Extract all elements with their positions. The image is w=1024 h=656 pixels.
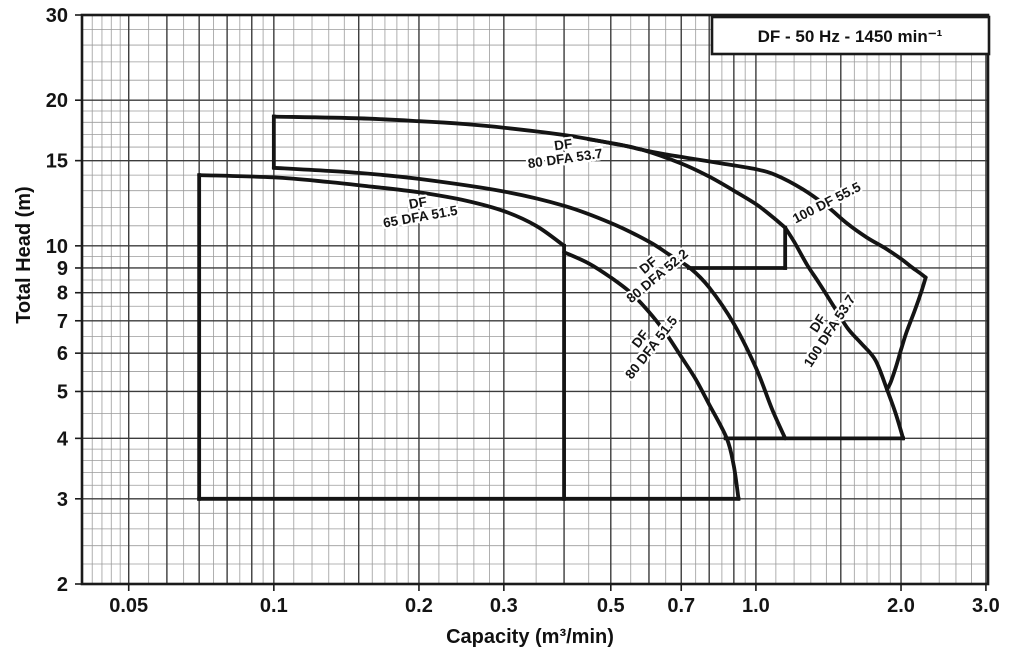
x-tick-label: 0.05 <box>109 595 148 617</box>
x-tick-label: 0.2 <box>405 595 433 617</box>
pump-curve-df-100-right-end-boundary <box>885 275 928 392</box>
y-tick-label: 30 <box>46 5 68 27</box>
plot-border <box>80 13 990 586</box>
legend-box: DF - 50 Hz - 1450 min⁻¹ <box>710 15 991 56</box>
y-tick-label: 3 <box>57 489 68 511</box>
y-tick-label: 2 <box>57 574 68 596</box>
y-tick-labels: 30 20 15 109 8 7 6 5 4 3 2 <box>46 5 69 596</box>
y-tick-label: 4 <box>57 428 69 450</box>
y-tick-label: 20 <box>46 90 68 112</box>
x-tick-label: 0.5 <box>597 595 625 617</box>
x-tick-label: 3.0 <box>972 595 1000 617</box>
legend-box-frame <box>710 15 991 56</box>
axis-tick-marks <box>75 14 987 591</box>
x-tick-label: 0.7 <box>667 595 695 617</box>
y-tick-label: 7 <box>57 311 68 333</box>
x-tick-label: 0.1 <box>260 595 288 617</box>
pump-curve-100-df-55-5-curve <box>586 137 928 280</box>
y-tick-label: 8 <box>57 283 68 305</box>
pump-curve-df-80-dfa-51-5-curve <box>562 250 741 501</box>
envelope-curves <box>197 114 928 501</box>
y-axis-title: Total Head (m) <box>13 186 35 323</box>
legend-box-label: DF - 50 Hz - 1450 min⁻¹ <box>758 27 943 46</box>
pump-curve-df-65-dfa-51-5-top-curve <box>197 173 566 248</box>
grid-minor-lines <box>82 15 988 584</box>
x-tick-label: 1.0 <box>742 595 770 617</box>
y-tick-label: 6 <box>57 343 68 365</box>
pump-curve-df-100-dfa-53-7-curve <box>783 225 905 441</box>
x-tick-label: 2.0 <box>887 595 915 617</box>
pump-curve-df-80-dfa-52-2-curve <box>271 165 788 441</box>
x-tick-labels: 0.05 0.1 0.2 0.3 0.5 0.7 1.0 2.0 3.0 <box>109 595 1000 617</box>
y-tick-label: 10 <box>46 236 68 258</box>
y-tick-label: 5 <box>57 381 68 403</box>
y-tick-label: 9 <box>57 258 68 280</box>
y-tick-label: 15 <box>46 151 68 173</box>
x-axis-title: Capacity (m³/min) <box>446 626 614 648</box>
x-tick-label: 0.3 <box>490 595 518 617</box>
grid-major-lines <box>82 14 988 585</box>
